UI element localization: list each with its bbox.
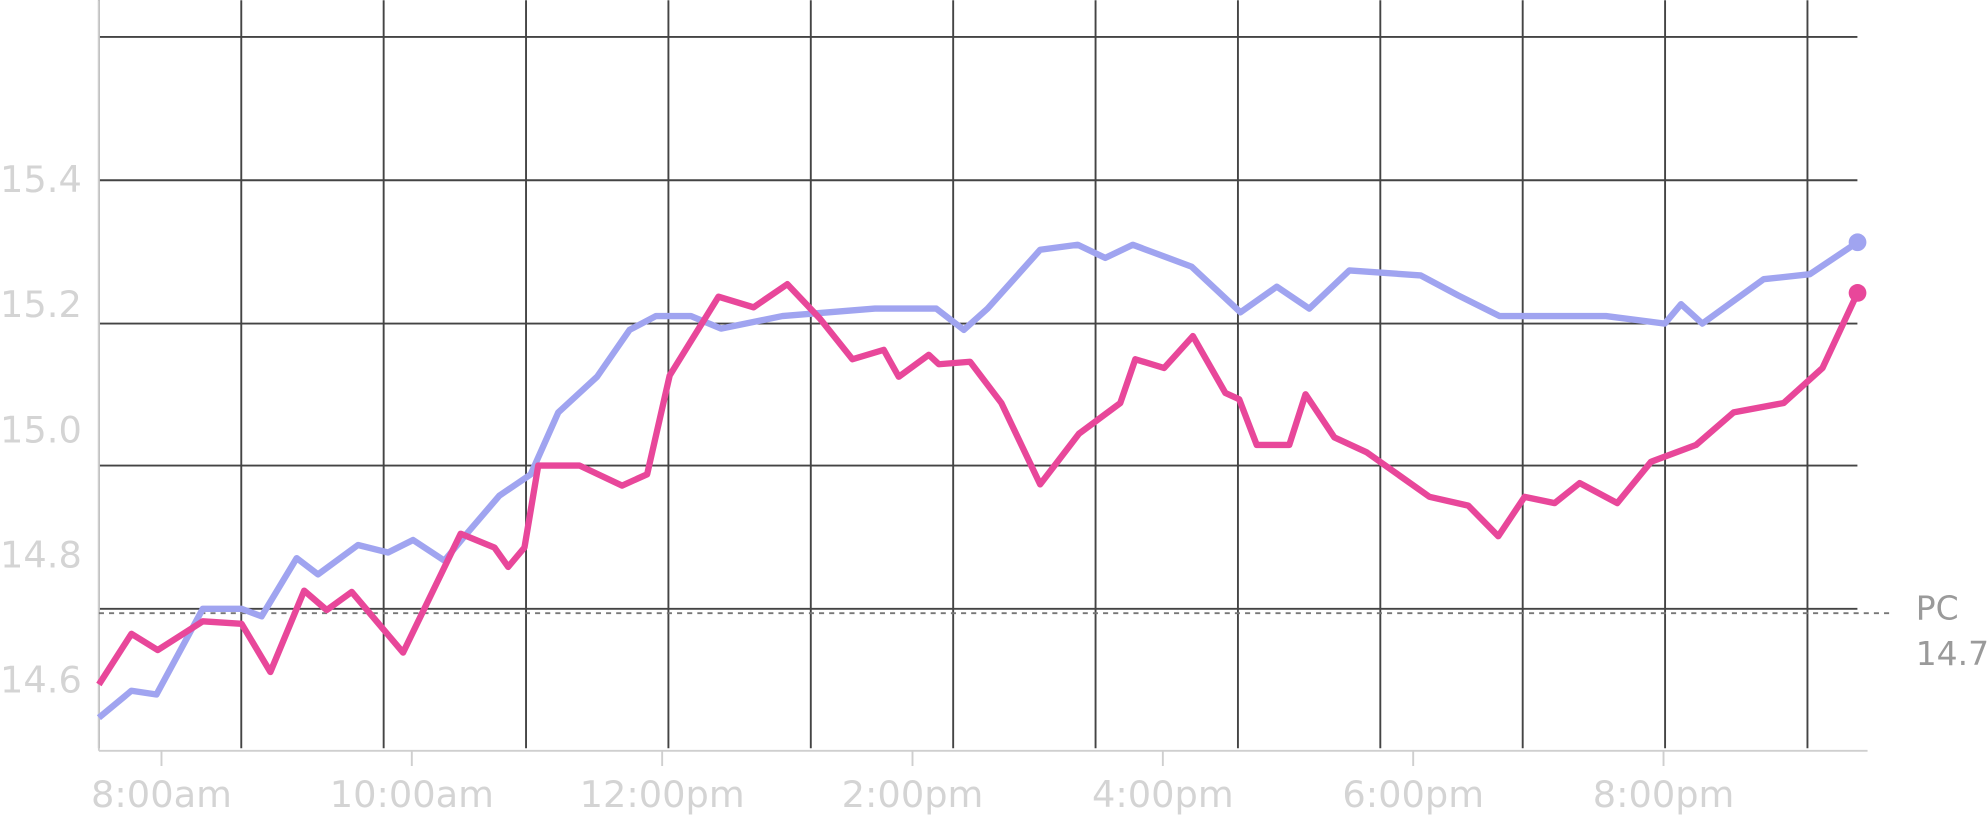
reference-label: PC: [1916, 589, 1959, 628]
end-point: [1848, 233, 1867, 252]
x-tick-label: 12:00pm: [580, 773, 745, 816]
end-point: [1848, 284, 1867, 302]
y-tick-label: 15.0: [0, 408, 82, 451]
reference: PC 14.71: [1916, 589, 1988, 674]
series-line: [96, 281, 1861, 687]
y-tick-label: 15.4: [0, 158, 82, 201]
background-grid: [97, 0, 1858, 749]
x-tick-label: 10:00am: [330, 773, 494, 816]
x-tick-label: 2:00pm: [842, 773, 984, 816]
x-tick-label: 6:00pm: [1342, 773, 1484, 816]
y-tick-label: 14.6: [0, 658, 82, 701]
x-tick-label: 8:00pm: [1593, 773, 1735, 816]
x-tick-label: 4:00pm: [1092, 773, 1234, 816]
reference-value: 14.71: [1916, 634, 1988, 673]
y-tick-label: 14.8: [0, 533, 82, 576]
series-line: [96, 239, 1860, 721]
x-tick-label: 8:00am: [91, 773, 232, 816]
y-tick-label: 15.2: [0, 283, 82, 326]
